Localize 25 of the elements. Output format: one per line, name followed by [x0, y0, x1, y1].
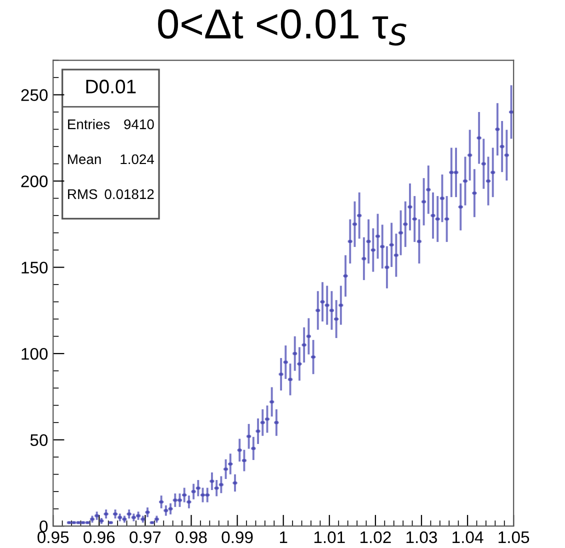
- y-tick-label: 100: [22, 348, 48, 360]
- x-tick-label: 1.04: [452, 531, 484, 544]
- y-tick-label: 0: [40, 520, 48, 532]
- x-tick-label: 0.97: [130, 531, 161, 544]
- annotation: Entries: [68, 119, 110, 130]
- x-tick-label: 0.98: [176, 531, 207, 544]
- x-tick-label: 0.99: [222, 531, 253, 544]
- annotation: 9410: [124, 119, 154, 130]
- x-tick-label: 1.02: [360, 531, 391, 544]
- x-tick-label: 1.05: [498, 531, 530, 544]
- y-tick-label: 50: [30, 434, 48, 446]
- y-tick-label: 200: [21, 175, 48, 188]
- y-tick-label: 150: [22, 262, 48, 274]
- x-tick-label: 1.01: [314, 531, 345, 544]
- annotation: 1.024: [120, 154, 154, 164]
- annotation: 0.01812: [104, 189, 154, 200]
- chart-title: 0<Δt <0.01 τ$_{S}$: [158, 9, 406, 46]
- x-tick-label: 1.03: [406, 531, 437, 544]
- x-tick-label: 1: [280, 532, 288, 544]
- annotation: RMS: [68, 189, 98, 200]
- x-tick-label: 0.96: [84, 531, 115, 544]
- x-tick-label: 0.95: [38, 531, 69, 544]
- y-tick-label: 250: [21, 89, 48, 101]
- annotation: D0.01: [86, 80, 136, 94]
- annotation: Mean: [68, 154, 101, 164]
